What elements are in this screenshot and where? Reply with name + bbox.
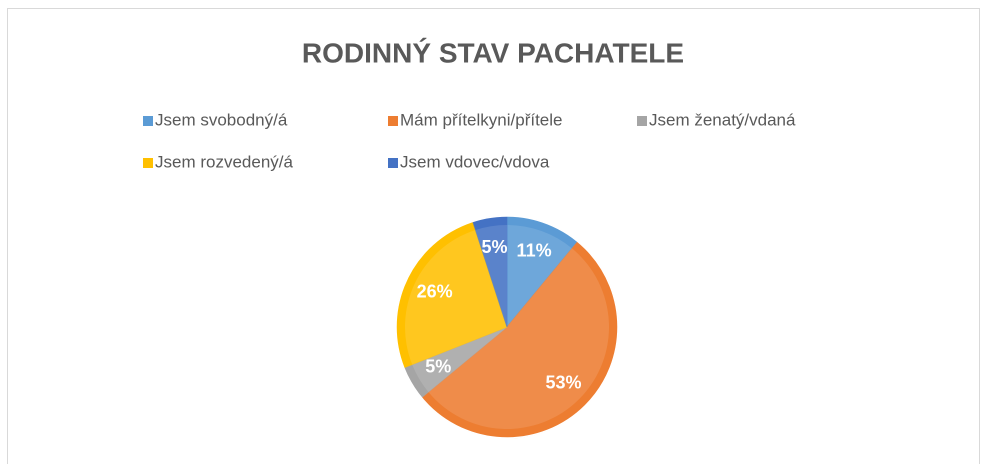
pie-slice-inner bbox=[405, 229, 507, 365]
pie-slice-inner bbox=[428, 248, 609, 429]
data-label: 11% bbox=[517, 241, 552, 261]
data-label: 5% bbox=[425, 356, 451, 376]
legend-swatch bbox=[143, 116, 153, 126]
data-label: 5% bbox=[481, 237, 507, 257]
data-label: 53% bbox=[545, 372, 581, 392]
legend-label: Jsem ženatý/vdaná bbox=[649, 110, 796, 129]
pie-slice-inner bbox=[475, 225, 507, 327]
legend-label: Jsem rozvedený/á bbox=[155, 152, 293, 171]
legend-swatch bbox=[388, 116, 398, 126]
legend-label: Jsem svobodný/á bbox=[155, 110, 288, 129]
chart-title: RODINNÝ STAV PACHATELE bbox=[302, 37, 684, 68]
legend-swatch bbox=[637, 116, 647, 126]
pie-slice-inner bbox=[412, 327, 507, 393]
legend-swatch bbox=[143, 158, 153, 168]
legend-swatch bbox=[388, 158, 398, 168]
pie-slice-inner bbox=[507, 225, 573, 327]
data-label: 26% bbox=[417, 282, 453, 302]
legend-label: Jsem vdovec/vdova bbox=[400, 152, 550, 171]
pie-outline bbox=[395, 215, 619, 439]
legend-label: Mám přítelkyni/přítele bbox=[400, 110, 563, 129]
